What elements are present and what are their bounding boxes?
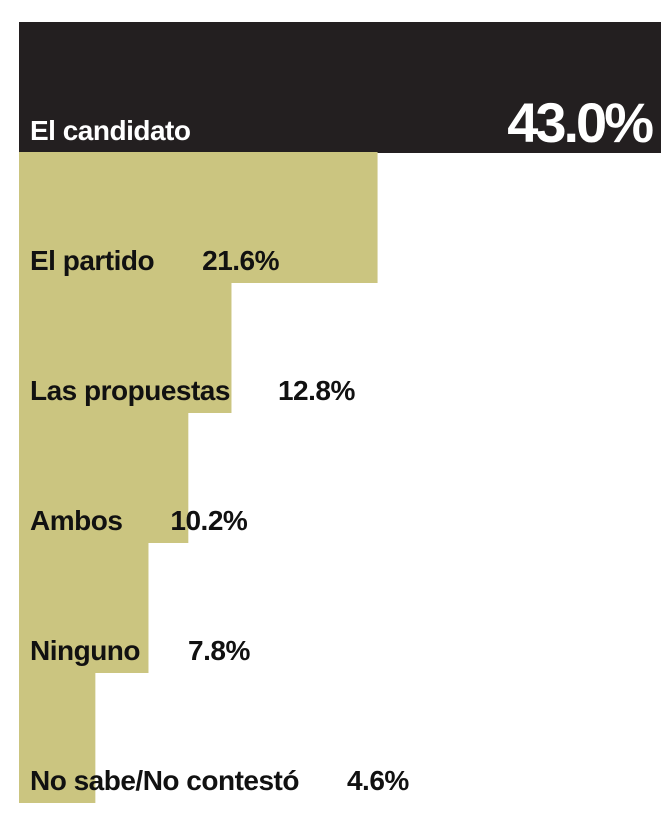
category-label: El partido <box>30 245 155 276</box>
category-label: Ninguno <box>30 635 140 666</box>
bar <box>19 412 189 543</box>
value-label: 4.6% <box>347 765 409 796</box>
bar <box>19 542 149 673</box>
bar <box>19 22 661 153</box>
category-label: El candidato <box>30 115 191 146</box>
bar <box>19 672 96 803</box>
value-label: 21.6% <box>202 245 279 276</box>
value-label: 7.8% <box>188 635 250 666</box>
value-label: 12.8% <box>278 375 355 406</box>
category-label: Ambos <box>30 505 122 536</box>
category-label: Las propuestas <box>30 375 230 406</box>
value-label: 10.2% <box>170 505 247 536</box>
category-label: No sabe/No contestó <box>30 765 299 796</box>
bar <box>19 282 232 413</box>
bar <box>19 152 378 283</box>
value-label: 43.0% <box>507 91 653 154</box>
